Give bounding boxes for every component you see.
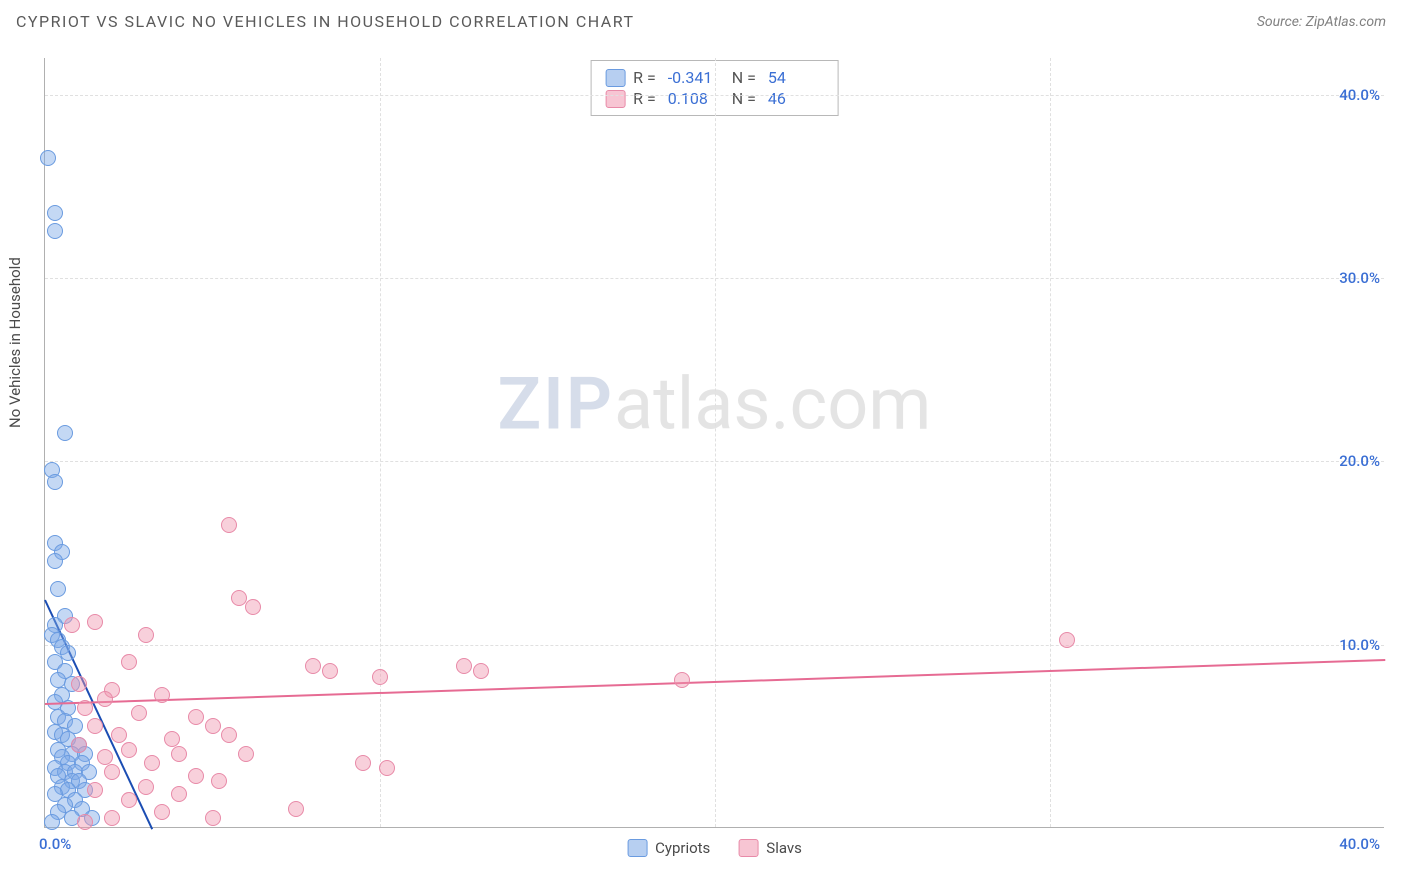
data-point xyxy=(87,782,103,798)
legend-n-value: 54 xyxy=(768,68,824,87)
data-point xyxy=(47,474,63,490)
legend-n-label: N = xyxy=(732,89,756,108)
data-point xyxy=(87,718,103,734)
y-tick-label: 20.0% xyxy=(1339,452,1380,470)
gridline-v xyxy=(380,58,381,827)
legend-n-label: N = xyxy=(732,68,756,87)
data-point xyxy=(355,755,371,771)
data-point xyxy=(322,663,338,679)
data-point xyxy=(104,810,120,826)
legend-swatch xyxy=(605,90,625,108)
data-point xyxy=(47,205,63,221)
y-axis-label: No Vehicles in Household xyxy=(6,257,24,428)
data-point xyxy=(77,814,93,830)
legend-label: Slavs xyxy=(766,839,802,857)
data-point xyxy=(1059,632,1075,648)
data-point xyxy=(456,658,472,674)
data-point xyxy=(97,691,113,707)
data-point xyxy=(305,658,321,674)
data-point xyxy=(87,614,103,630)
data-point xyxy=(164,731,180,747)
data-point xyxy=(372,669,388,685)
data-point xyxy=(379,760,395,776)
data-point xyxy=(221,517,237,533)
data-point xyxy=(121,654,137,670)
data-point xyxy=(171,786,187,802)
data-point xyxy=(473,663,489,679)
legend-r-label: R = xyxy=(633,68,656,87)
data-point xyxy=(60,645,76,661)
watermark-part1: ZIP xyxy=(498,362,614,447)
data-point xyxy=(131,705,147,721)
data-point xyxy=(111,727,127,743)
chart-area: No Vehicles in Household ZIPatlas.com R … xyxy=(0,48,1406,868)
data-point xyxy=(121,742,137,758)
legend-item: Slavs xyxy=(738,839,802,857)
chart-source: Source: ZipAtlas.com xyxy=(1257,14,1386,30)
legend-swatch xyxy=(738,839,758,857)
data-point xyxy=(171,746,187,762)
chart-title: CYPRIOT VS SLAVIC NO VEHICLES IN HOUSEHO… xyxy=(16,12,635,31)
data-point xyxy=(50,581,66,597)
x-axis-max-label: 40.0% xyxy=(1339,835,1380,853)
legend-item: Cypriots xyxy=(627,839,710,857)
data-point xyxy=(47,223,63,239)
data-point xyxy=(154,804,170,820)
y-tick-label: 40.0% xyxy=(1339,86,1380,104)
data-point xyxy=(104,764,120,780)
data-point xyxy=(188,709,204,725)
data-point xyxy=(138,779,154,795)
data-point xyxy=(288,801,304,817)
legend-swatch xyxy=(627,839,647,857)
data-point xyxy=(138,627,154,643)
data-point xyxy=(674,672,690,688)
data-point xyxy=(205,810,221,826)
data-point xyxy=(238,746,254,762)
data-point xyxy=(154,687,170,703)
data-point xyxy=(205,718,221,734)
data-point xyxy=(40,150,56,166)
legend-label: Cypriots xyxy=(655,839,710,857)
data-point xyxy=(47,553,63,569)
data-point xyxy=(221,727,237,743)
data-point xyxy=(77,700,93,716)
data-point xyxy=(245,599,261,615)
data-point xyxy=(188,768,204,784)
data-point xyxy=(144,755,160,771)
plot-area: ZIPatlas.com R =-0.341N =54R =0.108N =46… xyxy=(44,58,1384,828)
legend-r-label: R = xyxy=(633,89,656,108)
x-axis-origin-label: 0.0% xyxy=(39,835,71,853)
gridline-v xyxy=(715,58,716,827)
data-point xyxy=(57,425,73,441)
data-point xyxy=(71,737,87,753)
data-point xyxy=(64,617,80,633)
data-point xyxy=(97,749,113,765)
watermark-part2: atlas.com xyxy=(614,362,931,447)
series-legend: Cypriots Slavs xyxy=(627,839,802,857)
y-tick-label: 10.0% xyxy=(1339,636,1380,654)
data-point xyxy=(44,814,60,830)
chart-header: CYPRIOT VS SLAVIC NO VEHICLES IN HOUSEHO… xyxy=(0,0,1406,31)
data-point xyxy=(211,773,227,789)
data-point xyxy=(121,792,137,808)
legend-n-value: 46 xyxy=(768,89,824,108)
gridline-v xyxy=(1050,58,1051,827)
legend-swatch xyxy=(605,69,625,87)
data-point xyxy=(71,676,87,692)
y-tick-label: 30.0% xyxy=(1339,269,1380,287)
